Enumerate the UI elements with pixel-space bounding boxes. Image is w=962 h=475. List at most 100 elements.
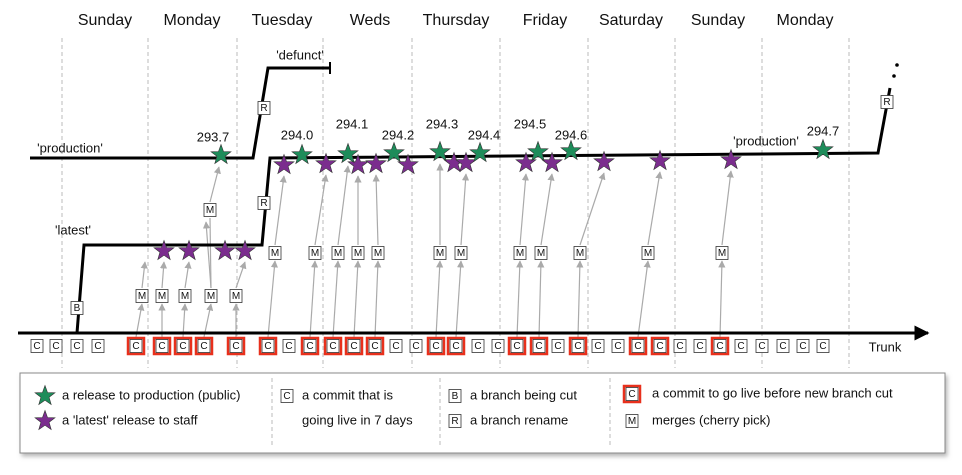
box-border [755,339,769,353]
production-release-star [337,142,359,164]
box-letter: M [354,248,362,259]
merge-arrow [309,260,319,338]
go-live-commit: C [365,336,385,356]
box-letter: C [232,341,239,352]
day-label: Weds [350,12,391,29]
latest-release-star [273,153,295,175]
box-letter: C [696,341,703,352]
merge: M [454,246,468,260]
merge: M [178,289,192,303]
merge: M [155,289,169,303]
box-border [454,246,468,260]
box-letter: C [474,341,481,352]
box-border [197,339,211,353]
merge-arrow [455,260,465,338]
box-border [471,339,485,353]
merge-arrow [202,221,212,289]
merge-arrow [374,260,382,338]
merge-arrow [209,217,212,289]
go-live-commit: C [650,336,670,356]
merge-arrow [576,260,584,338]
continuation-dot [895,63,899,67]
day-label: Saturday [599,12,663,29]
legend-latest-star [34,409,56,431]
box-border [429,339,443,353]
box-letter: C [779,341,786,352]
legend-branch: B [448,389,462,403]
box-border [280,389,294,403]
merge-arrow [314,174,329,246]
commit: C [30,339,44,353]
legend-rename: R [448,414,462,428]
go-live-commit: C [323,336,343,356]
box-border [331,246,345,260]
legend-go-live: C [622,384,642,404]
legend-commit: C [280,389,294,403]
commit: C [91,339,105,353]
box-letter: C [799,341,806,352]
merge-arrow [140,261,148,289]
legend-text: merges (cherry pick) [652,412,770,427]
box-border [534,246,548,260]
box-border [449,339,463,353]
go-live-commit: C [300,336,320,356]
go-live-commit: C [152,336,172,356]
commit: C [734,339,748,353]
day-label: Sunday [78,12,132,29]
box-letter: C [132,341,139,352]
box-border [713,339,727,353]
go-live-commit: C [126,336,146,356]
box-letter: C [554,341,561,352]
day-label: Tuesday [252,12,313,29]
commit: C [776,339,790,353]
box-border [229,339,243,353]
box-border [351,246,365,260]
commit: C [491,339,505,353]
box-border [178,289,192,303]
latest-release-star [153,239,175,261]
rename: R [257,101,271,115]
merge: M [268,246,282,260]
merge-arrow [579,172,606,246]
box-letter: C [513,341,520,352]
box-letter: C [264,341,271,352]
merge: M [641,246,655,260]
box-letter: C [758,341,765,352]
production-release-star [383,141,405,163]
box-border [491,339,505,353]
release-version: 294.7 [807,123,840,138]
box-letter: C [574,341,581,352]
box-border [880,95,894,109]
box-letter: M [457,248,465,259]
latest-branch [75,87,892,334]
box-letter: B [452,391,459,402]
box-letter: B [74,303,81,314]
release-version: 294.4 [468,127,501,142]
commit: C [471,339,485,353]
box-letter: M [436,248,444,259]
box-border [268,246,282,260]
box-letter: M [311,248,319,259]
box-letter: C [494,341,501,352]
merge-arrow [540,173,555,246]
merge-arrow [337,165,351,246]
box-letter: C [432,341,439,352]
legend-text: going live in 7 days [302,412,413,427]
box-letter: C [94,341,101,352]
box-letter: C [594,341,601,352]
legend: C B R C M a release to production (public) a… [19,372,946,454]
commit: C [611,339,625,353]
box-letter: C [179,341,186,352]
box-border [409,339,423,353]
production-release-star [527,140,549,162]
go-live-commit: C [258,336,278,356]
legend-production-star [34,384,56,406]
diagram-content: 'defunct' 'production' 'production' 'lat… [30,12,902,356]
box-border [510,339,524,353]
box-letter: M [374,248,382,259]
box-letter: C [452,341,459,352]
box-border [203,203,217,217]
box-border [129,339,143,353]
box-letter: M [516,248,524,259]
legend-text: a commit to go live before new branch cu… [652,385,893,400]
